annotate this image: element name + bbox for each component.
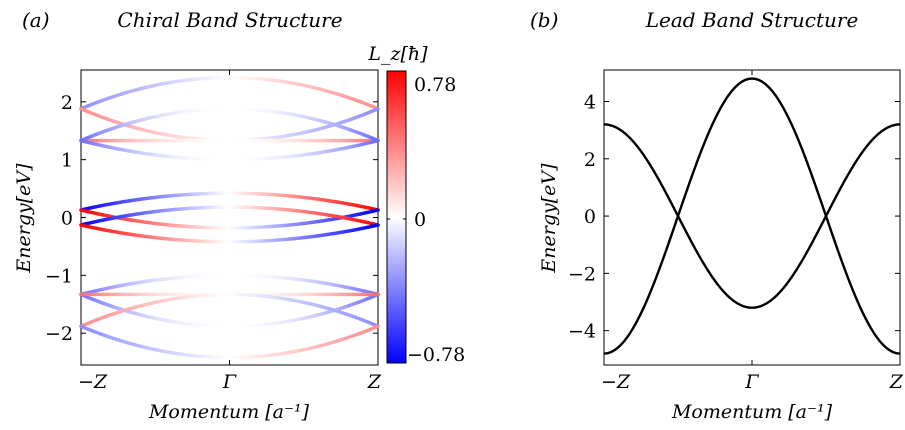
lead-band <box>603 123 901 309</box>
chiral-band <box>79 292 380 328</box>
panel-b-x-tick-label: Γ <box>744 371 759 393</box>
panel-b-x-tick-label: Z <box>889 371 904 393</box>
colorbar-min-label: −0.78 <box>407 344 465 366</box>
colorbar-gradient <box>386 70 407 364</box>
panel-b-ticks: −Z Γ Z 4 2 0 −2 −4 <box>568 70 904 393</box>
panel-b-title: Lead Band Structure <box>645 8 859 32</box>
band-segment <box>373 138 380 143</box>
lead-band <box>603 77 901 355</box>
panel-b-y-tick-label: 4 <box>584 92 596 114</box>
panel-a: (a) Chiral Band Structure −Z Γ Z 2 1 0 −1 −2 Mo… <box>13 8 382 423</box>
panel-b-y-axis-label: Energy[eV] <box>538 163 560 274</box>
panel-a-y-tick-label: 1 <box>61 150 73 172</box>
panel-b: (b) Lead Band Structure −Z Γ Z 4 2 0 −2 −4 Mome… <box>530 8 904 423</box>
chiral-band <box>79 292 380 328</box>
band-segment <box>373 208 380 213</box>
chiral-band <box>79 75 380 111</box>
panel-a-y-axis-label: Energy[eV] <box>13 163 35 274</box>
panel-a-label: (a) <box>22 8 50 32</box>
chiral-band <box>79 273 380 297</box>
panel-a-band-curves <box>79 75 380 360</box>
panel-b-x-tick-label: −Z <box>601 371 631 393</box>
chiral-band <box>79 138 380 162</box>
colorbar-mid-label: 0 <box>414 209 426 231</box>
panel-a-y-tick-label: −2 <box>45 323 73 345</box>
colorbar-title: L_z[ħ] <box>367 43 428 65</box>
chiral-band <box>79 208 380 230</box>
panel-a-y-tick-label: 0 <box>61 208 73 230</box>
panel-a-title: Chiral Band Structure <box>117 8 342 32</box>
panel-b-y-tick-label: 2 <box>584 149 596 171</box>
panel-b-x-axis-label: Momentum [a⁻¹] <box>671 401 833 423</box>
panel-b-y-tick-label: −4 <box>568 321 596 343</box>
panel-a-y-tick-label: −1 <box>45 265 73 287</box>
colorbar: L_z[ħ] 0.78 0 −0.78 <box>367 43 465 366</box>
panel-a-ticks: −Z Γ Z 2 1 0 −1 −2 <box>45 70 382 393</box>
panel-a-y-tick-label: 2 <box>61 92 73 114</box>
chiral-band <box>79 205 380 227</box>
chiral-band <box>79 107 380 143</box>
panel-b-band-curves <box>603 77 901 355</box>
band-segment <box>373 107 380 112</box>
band-segment <box>373 223 380 228</box>
panel-b-label: (b) <box>530 8 558 32</box>
colorbar-max-label: 0.78 <box>414 74 456 96</box>
chiral-band <box>79 223 380 244</box>
panel-b-y-tick-label: −2 <box>568 263 596 285</box>
band-segment <box>373 324 380 329</box>
panel-a-x-tick-label: −Z <box>78 371 108 393</box>
panel-b-axes-box <box>603 69 901 366</box>
panel-a-x-tick-label: Γ <box>222 371 237 393</box>
panel-a-x-tick-label: Z <box>367 371 382 393</box>
panel-a-x-axis-label: Momentum [a⁻¹] <box>148 401 310 423</box>
panel-b-y-tick-label: 0 <box>584 206 596 228</box>
chiral-band <box>79 324 380 360</box>
